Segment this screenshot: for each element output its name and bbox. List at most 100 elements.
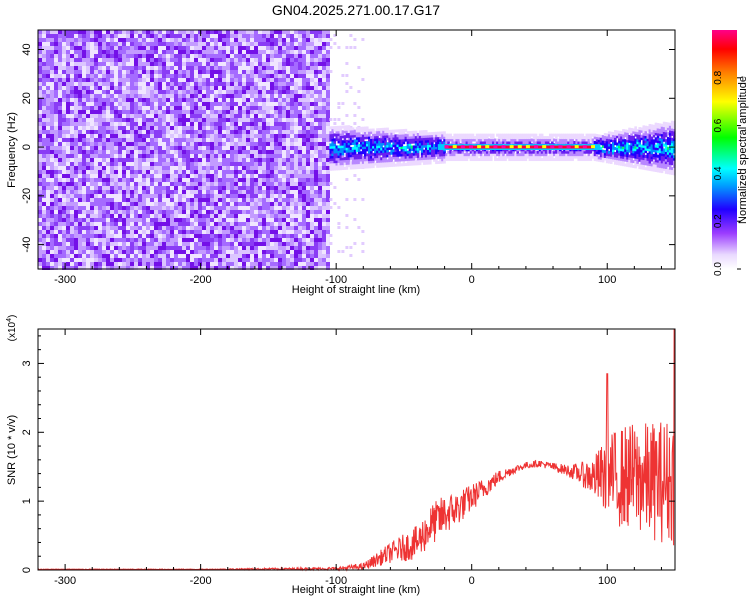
spectrogram-noise-cell	[46, 70, 50, 74]
spectrogram-noise-cell	[306, 126, 310, 130]
spectrogram-noise-cell	[274, 118, 278, 122]
spectrogram-noise-cell	[278, 262, 282, 266]
spectrogram-band-cell	[351, 149, 355, 153]
spectrogram-noise-cell	[98, 102, 102, 106]
spectrogram-noise-cell	[158, 50, 162, 54]
spectrogram-noise-cell	[74, 142, 78, 146]
spectrogram-noise-cell	[278, 186, 282, 190]
spectrogram-noise-cell	[122, 70, 126, 74]
spectrogram-noise-cell	[282, 170, 286, 174]
spectrogram-noise-cell	[122, 122, 126, 126]
spectrogram-noise-cell	[50, 170, 54, 174]
spectrogram-noise-cell	[38, 174, 42, 178]
spectrogram-band-cell	[372, 155, 375, 159]
spectrogram-noise-cell	[142, 98, 146, 102]
spectrogram-noise-cell	[122, 250, 126, 254]
spectrogram-noise-cell	[294, 234, 298, 238]
spectrogram-noise-cell	[234, 126, 238, 130]
spectrogram-noise-cell	[178, 186, 182, 190]
spectrogram-noise-cell	[242, 78, 246, 82]
spectrogram-noise-cell	[326, 82, 330, 86]
spectrogram-noise-cell	[134, 234, 138, 238]
spectrogram-noise-cell	[138, 238, 142, 242]
spectrogram-noise-cell	[306, 90, 310, 94]
spectrogram-noise-cell	[318, 130, 322, 134]
spectrogram-noise-cell	[254, 102, 258, 106]
spectrogram-noise-cell	[294, 134, 298, 138]
spectrogram-noise-cell	[210, 266, 214, 270]
spectrogram-noise-cell	[314, 102, 318, 106]
spectrogram-noise-cell	[162, 54, 166, 58]
spectrogram-noise-cell	[198, 42, 202, 46]
spectrogram-noise-cell	[258, 158, 262, 162]
spectrogram-noise-cell	[158, 134, 162, 138]
spectrogram-band-cell	[376, 130, 379, 134]
spectrogram-noise-cell	[290, 154, 294, 158]
spectrogram-noise-cell	[170, 226, 174, 230]
spectrogram-noise-cell	[134, 214, 138, 218]
spectrogram-noise-cell	[246, 138, 250, 142]
spectrogram-noise-cell	[290, 86, 294, 90]
spectrogram-noise-cell	[46, 114, 50, 118]
spectrogram-noise-cell	[286, 146, 290, 150]
spectrogram-noise-cell	[178, 210, 182, 214]
spectrogram-band-cell	[398, 160, 402, 164]
spectrogram-noise-cell	[142, 94, 146, 98]
spectrogram-noise-cell	[214, 230, 218, 234]
spectrogram-noise-cell	[178, 214, 182, 218]
spectrogram-band-cell	[341, 147, 345, 151]
spectrogram-noise-cell	[170, 42, 174, 46]
spectrogram-noise-cell	[254, 106, 258, 110]
spectrogram-noise-cell	[194, 174, 198, 178]
spectrogram-noise-cell	[230, 198, 234, 202]
spectrogram-band-cell	[347, 149, 351, 153]
spectrogram-noise-cell	[146, 54, 150, 58]
spectrogram-noise-cell	[250, 54, 254, 58]
spectrogram-noise-cell	[98, 94, 102, 98]
spectrogram-noise-cell	[214, 242, 218, 246]
spectrogram-noise-cell	[70, 70, 74, 74]
spectrogram-noise-cell	[138, 90, 142, 94]
spectrogram-noise-cell	[186, 146, 190, 150]
spectrogram-noise-cell	[222, 162, 226, 166]
spectrogram-band-cell	[361, 148, 365, 152]
spectrogram-noise-cell	[250, 150, 254, 154]
spectrogram-noise-cell	[102, 258, 106, 262]
spectrogram-noise-cell	[158, 58, 162, 62]
spectrogram-noise-cell	[174, 30, 178, 34]
spectrogram-noise-cell	[310, 118, 314, 122]
spectrogram-noise-cell	[142, 78, 146, 82]
spectrogram-noise-cell	[310, 98, 314, 102]
spectrogram-band-cell	[392, 141, 396, 145]
spectrogram-noise-cell	[286, 82, 290, 86]
spectrogram-noise-cell	[318, 170, 322, 174]
spectrogram-band-cell	[384, 130, 387, 134]
spectrogram-noise-cell	[194, 226, 198, 230]
spectrogram-noise-cell	[86, 166, 90, 170]
spectrogram-noise-cell	[38, 206, 42, 210]
spectrogram-noise-cell	[298, 166, 302, 170]
spectrogram-noise-cell	[110, 106, 114, 110]
spectrogram-noise-cell	[206, 86, 210, 90]
spectrogram-noise-cell	[222, 154, 226, 158]
spectrogram-noise-cell	[126, 218, 130, 222]
spectrogram-noise-cell	[242, 158, 246, 162]
spectrogram-noise-cell	[322, 106, 326, 110]
spectrogram-noise-cell	[242, 162, 246, 166]
spectrogram-noise-cell	[250, 250, 254, 254]
spectrogram-band-cell	[372, 160, 375, 164]
spectrogram-noise-cell	[70, 82, 74, 86]
spectrogram-noise-cell	[182, 42, 186, 46]
spectrogram-noise-cell	[290, 54, 294, 58]
spectrogram-noise-cell	[42, 54, 46, 58]
spectrogram-noise-cell	[194, 126, 198, 130]
spectrogram-noise-cell	[122, 34, 126, 38]
spectrogram-noise-cell	[162, 70, 166, 74]
spectrogram-band-cell	[398, 134, 402, 138]
spectrogram-noise-cell	[345, 46, 349, 49]
spectrogram-band-cell	[374, 157, 377, 161]
spectrogram-noise-cell	[130, 190, 134, 194]
spectrogram-noise-cell	[138, 174, 142, 178]
spectrogram-noise-cell	[114, 262, 118, 266]
spectrogram-noise-cell	[150, 94, 154, 98]
